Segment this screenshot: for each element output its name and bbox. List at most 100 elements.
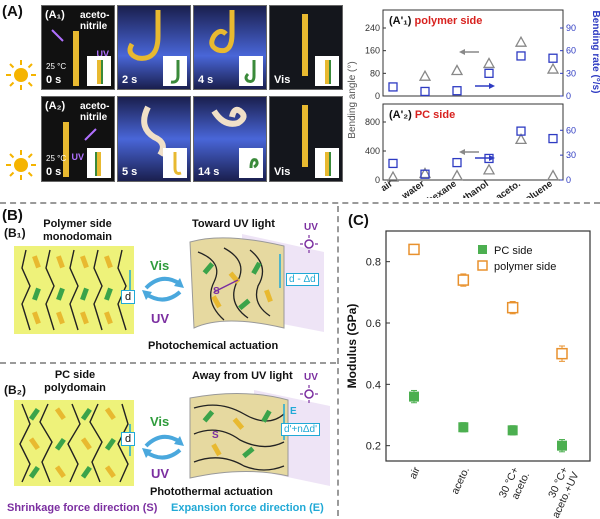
y-tick-label: 0.4 — [366, 379, 381, 391]
x-tick-label: aceto. — [494, 178, 523, 198]
expand-legend: Expansion force direction (E) — [171, 502, 324, 514]
x-tick-label: hexane — [426, 178, 459, 198]
data-point-angle — [482, 163, 496, 175]
data-point-polymer — [457, 274, 470, 286]
y-tick-label: 800 — [365, 117, 380, 127]
data-point-rate — [452, 157, 462, 168]
uv-tag: UV — [71, 152, 84, 162]
film-strip — [302, 14, 308, 76]
y-right-tick-label: 0 — [566, 175, 571, 185]
solvent-label: aceto-nitrile — [80, 10, 110, 32]
y-tick-label: 0.6 — [366, 318, 381, 330]
data-point-angle — [514, 133, 528, 145]
time-label: 2 s — [122, 74, 138, 86]
panel-b-label: (B) — [2, 207, 23, 224]
cycle-arrows-icon — [142, 434, 184, 460]
data-point-polymer — [556, 347, 568, 360]
photo-a2-vis: Vis — [269, 96, 343, 182]
solvent-label: aceto-nitrile — [80, 101, 110, 123]
spacing-change-label: d - Δd — [286, 273, 319, 286]
b2-label: (B₂) — [4, 383, 26, 397]
data-point-rate — [388, 158, 398, 169]
x-tick-label: 30 °C+aceto.+UV — [539, 465, 582, 519]
divider — [0, 202, 600, 204]
y-right-tick-label: 0 — [566, 91, 571, 101]
data-point-pc — [458, 422, 469, 433]
expand-label: E — [290, 406, 297, 417]
data-point-rate — [484, 68, 494, 78]
data-point-angle — [450, 169, 464, 181]
bent-film-diagram — [189, 234, 324, 332]
film-strip — [211, 106, 247, 127]
photo-a1-0s: (A₁) aceto-nitrile UV 25 °C 0 s — [41, 5, 115, 90]
y-tick-label: 240 — [365, 23, 380, 33]
spacing-label: d — [121, 290, 136, 304]
data-point-polymer — [506, 301, 519, 314]
time-label: 0 s — [46, 74, 62, 86]
x-tick-label: toluene — [521, 178, 555, 198]
panel-c-label: (C) — [348, 212, 369, 229]
film-strip — [63, 122, 69, 177]
inset-image — [315, 56, 339, 86]
plot-frame — [382, 9, 564, 97]
shrink-label: S — [213, 286, 220, 297]
photo-a2-14s: 14 s — [193, 96, 267, 182]
time-label: 4 s — [198, 74, 214, 86]
polydomain-diagram — [14, 400, 134, 486]
arrow-left-head — [459, 149, 465, 155]
y-tick-label: 400 — [365, 146, 380, 156]
data-point-rate — [548, 133, 558, 144]
uv-label: UV — [151, 466, 170, 481]
subplot-title: (A'₁) polymer side — [389, 15, 482, 27]
y-tick-label: 0 — [375, 175, 380, 185]
y-right-tick-label: 90 — [566, 23, 576, 33]
plot-frame — [385, 230, 591, 462]
sun-icon — [6, 60, 36, 90]
temperature-label: 25 °C — [46, 62, 67, 71]
panel-a-label: (A) — [2, 3, 23, 20]
spacing-label: d — [121, 432, 136, 446]
subplot-title: (A'₂) PC side — [389, 109, 455, 121]
film-strip — [302, 105, 308, 167]
data-point-angle — [386, 170, 400, 182]
uv-tag: UV — [96, 49, 109, 59]
direction-title: Away from UV light — [192, 370, 293, 382]
legend-marker-pc — [478, 245, 487, 254]
y-tick-label: 0 — [375, 91, 380, 101]
row-label: (A₁) — [45, 9, 65, 21]
y-right-tick-label: 30 — [566, 150, 576, 160]
photo-a2-0s: (A₂) aceto-nitrile UV 25 °C 0 s — [41, 96, 115, 182]
time-label: 0 s — [46, 166, 62, 178]
data-point-rate — [516, 51, 526, 61]
uv-tag: UV — [304, 372, 318, 383]
data-point-angle — [546, 62, 560, 74]
direction-title: Toward UV light — [192, 218, 275, 230]
data-point-angle — [418, 167, 432, 179]
data-point-angle — [482, 57, 496, 69]
actuation-label: Photothermal actuation — [150, 486, 273, 498]
data-point-rate — [452, 86, 462, 96]
time-label: 5 s — [122, 166, 138, 178]
y-right-tick-label: 60 — [566, 46, 576, 56]
uv-tag: UV — [304, 222, 318, 233]
vis-label: Vis — [150, 258, 170, 273]
chart-a-prime: (A'₁) polymer side 0 80 160 240 0 30 60 90 (A'₂) … — [347, 9, 600, 198]
data-point-rate — [516, 126, 526, 136]
y-axis-title: Modulus (GPa) — [345, 304, 359, 389]
row-label: (A₂) — [45, 100, 66, 112]
data-point-pc — [507, 425, 518, 436]
legend-marker-polymer — [477, 260, 488, 271]
y-tick-label: 0.8 — [366, 257, 381, 269]
data-point-angle — [450, 64, 464, 76]
temperature-label: 25 °C — [46, 154, 67, 163]
x-tick-label: aceto. — [449, 465, 472, 496]
sun-icon — [6, 150, 36, 180]
inset-image — [163, 56, 187, 86]
data-point-rate — [420, 86, 430, 97]
data-point-rate — [388, 82, 398, 92]
inset-image — [163, 148, 187, 178]
data-point-angle — [418, 69, 432, 81]
y-tick-label: 0.2 — [366, 441, 381, 453]
arrow-right-head — [489, 155, 495, 161]
photo-a1-2s: 2 s — [117, 5, 191, 90]
